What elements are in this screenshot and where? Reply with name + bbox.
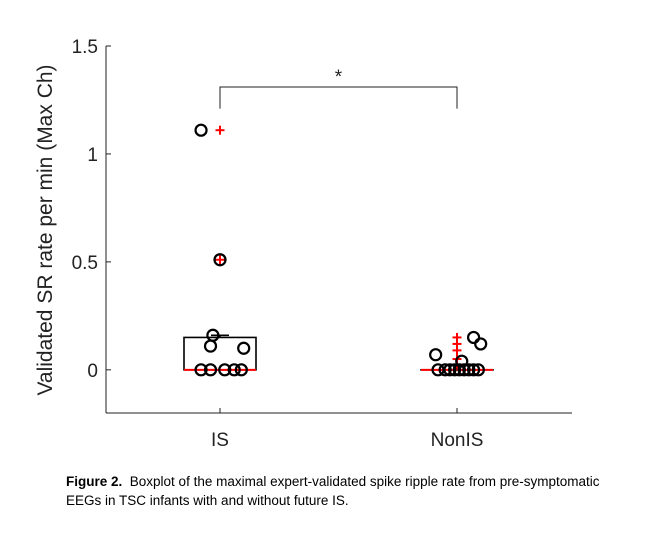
data-point — [227, 363, 241, 377]
x-tick-label: NonIS — [431, 430, 484, 451]
data-point — [443, 363, 457, 377]
y-tick-label: 1 — [87, 145, 98, 166]
data-point — [455, 354, 469, 368]
data-point — [448, 363, 462, 377]
x-tick-label: IS — [211, 430, 229, 451]
axes: 0 0.5 1 1.5 IS NonIS — [72, 37, 572, 451]
data-point — [466, 363, 481, 377]
data-point — [471, 363, 485, 377]
data-point — [474, 337, 488, 351]
data-point — [218, 363, 232, 377]
data-point — [457, 363, 471, 377]
data-point — [203, 363, 218, 377]
data-point — [452, 363, 466, 377]
figure-caption: Figure 2. Boxplot of the maximal expert-… — [66, 472, 626, 510]
data-point — [203, 339, 218, 353]
boxplot-chart: 0 0.5 1 1.5 IS NonIS * Validated SR rate per … — [34, 37, 572, 451]
y-tick-label: 1.5 — [72, 37, 98, 58]
data-point — [194, 363, 208, 377]
significance-label: * — [335, 67, 343, 88]
data-point — [234, 363, 248, 377]
caption-label: Figure 2. — [66, 474, 123, 489]
data-point — [194, 123, 208, 137]
caption-text: Boxplot of the maximal expert-validated … — [66, 474, 600, 508]
data-point — [237, 341, 251, 355]
chart-marks: * — [183, 67, 494, 377]
significance-bracket — [219, 86, 458, 109]
data-point — [466, 330, 481, 345]
y-axis-label: Validated SR rate per min (Max Ch) — [34, 64, 57, 395]
y-tick-label: 0.5 — [72, 253, 98, 274]
data-point — [213, 253, 227, 267]
data-point — [438, 363, 452, 377]
y-tick-label: 0 — [87, 361, 98, 382]
data-point — [462, 363, 476, 377]
data-point — [429, 348, 443, 362]
